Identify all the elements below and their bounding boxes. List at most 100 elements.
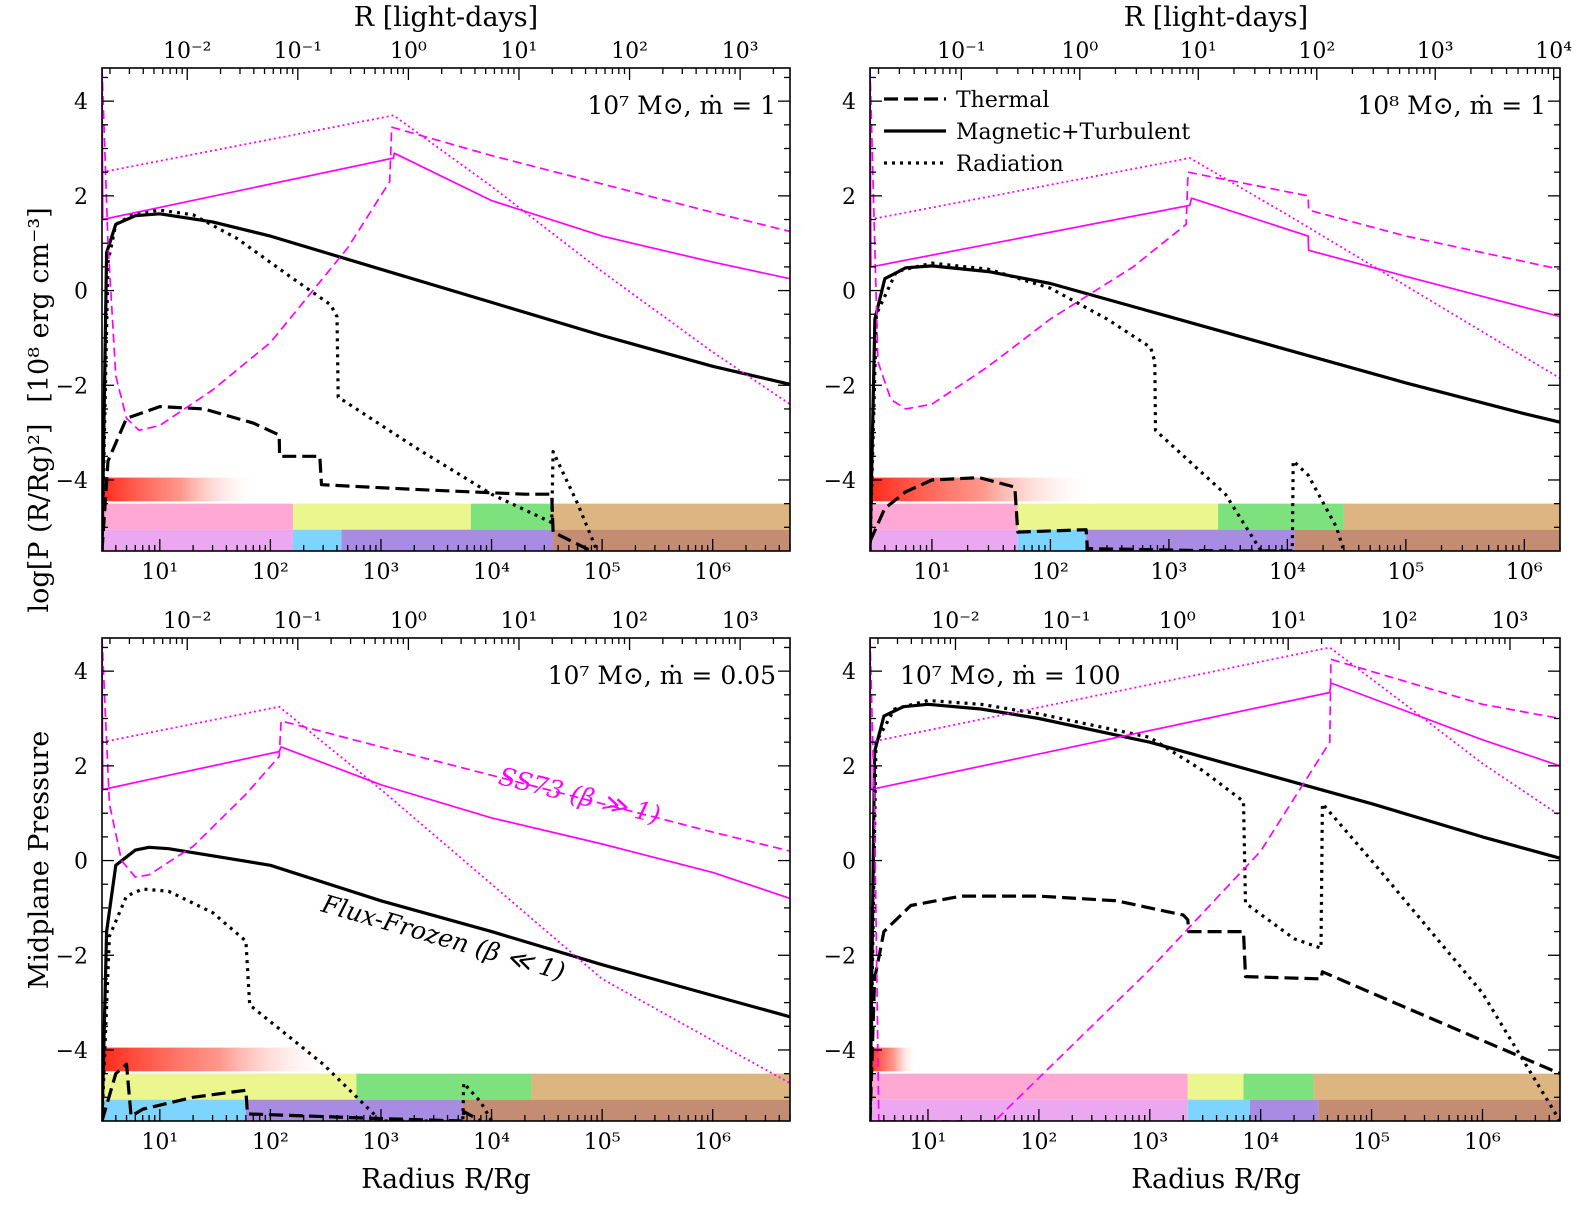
plot-frame <box>101 67 791 552</box>
panel-title: 10⁷ M⊙, ṁ = 100 <box>900 661 1120 690</box>
ss73-magnetic-turbulent-line <box>102 68 790 280</box>
top-xlabel-left: R [light-days] <box>354 2 538 33</box>
panel-title: 10⁸ M⊙, ṁ = 1 <box>1357 91 1546 120</box>
top-tick-label: 10¹ <box>1270 609 1307 634</box>
y-tick-label: −4 <box>56 469 88 494</box>
x-axis-ticks: 10¹ 10² 10³ 10⁴ 10⁵ 10⁶ <box>869 539 1561 585</box>
ss73-thermal-line <box>870 68 1560 410</box>
zone-band <box>1294 529 1560 551</box>
y-tick-label: 0 <box>74 280 88 305</box>
x-tick-label: 10⁵ <box>584 1130 621 1155</box>
top-tick-label: 10⁻² <box>163 609 211 634</box>
y-tick-label: −4 <box>824 1039 856 1064</box>
fluxfrozen-magnetic-turbulent-line <box>870 702 1560 1121</box>
zone-band <box>870 1047 918 1072</box>
xlabel-left: Radius R/Rg <box>361 1164 531 1195</box>
y-tick-label: 2 <box>74 755 88 780</box>
zone-band <box>292 503 471 530</box>
top-tick-label: 10⁻¹ <box>274 609 322 634</box>
x-tick-label: 10² <box>1020 1130 1057 1155</box>
top-tick-label: 10⁰ <box>390 39 427 64</box>
x-tick-label: 10⁴ <box>1242 1130 1279 1155</box>
x-tick-label: 10² <box>252 560 289 585</box>
ss73-radiation-line <box>102 114 790 405</box>
zone-band <box>1187 1099 1250 1121</box>
y-tick-label: 2 <box>842 185 856 210</box>
zone-band <box>102 477 260 502</box>
zone-band <box>102 1099 246 1121</box>
x-tick-label: 10¹ <box>141 1130 178 1155</box>
zone-band <box>470 503 552 530</box>
fluxfrozen-thermal-line <box>102 1062 482 1121</box>
top-tick-label: 10¹ <box>501 609 538 634</box>
y-tick-label: −4 <box>824 469 856 494</box>
panel-top-right: 10¹ 10² 10³ 10⁴ 10⁵ 10⁶ 10⁻¹ 10⁰ 10¹ 10² 10³ 10⁴ 4 2 0… <box>824 39 1573 585</box>
ss73-thermal-line <box>102 68 790 432</box>
series-lines <box>870 68 1560 551</box>
zone-band <box>1017 503 1219 530</box>
zone-band <box>1318 1099 1560 1121</box>
x-tick-label: 10² <box>1032 560 1069 585</box>
zone-band <box>870 529 1018 551</box>
legend-label-radiation: Radiation <box>956 152 1064 177</box>
zone-band <box>1187 1073 1244 1100</box>
fluxfrozen-thermal-line <box>102 405 593 551</box>
top-tick-label: 10² <box>611 609 648 634</box>
x-tick-label: 10⁶ <box>1506 560 1543 585</box>
y-tick-label: −4 <box>56 1039 88 1064</box>
top-axis-ticks: 10⁻² 10⁻¹ 10⁰ 10¹ 10² 10³ <box>877 609 1545 650</box>
x-tick-label: 10⁴ <box>1269 560 1306 585</box>
zone-band <box>102 503 293 530</box>
legend-label-magnetic: Magnetic+Turbulent <box>956 120 1190 145</box>
zone-band <box>1086 529 1295 551</box>
ss73-magnetic-turbulent-line <box>870 68 1560 318</box>
zone-band <box>1313 1073 1560 1100</box>
top-tick-label: 10⁻¹ <box>937 39 985 64</box>
top-tick-label: 10⁻¹ <box>1042 609 1090 634</box>
ss73-thermal-line <box>870 638 1560 1121</box>
fluxfrozen-thermal-line <box>870 894 1560 1121</box>
x-tick-label: 10⁵ <box>1353 1130 1390 1155</box>
x-tick-label: 10³ <box>363 1130 400 1155</box>
x-tick-label: 10³ <box>1150 560 1187 585</box>
zone-bands <box>102 477 790 551</box>
x-axis-ticks: 10¹ 10² 10³ 10⁴ 10⁵ 10⁶ <box>101 539 791 585</box>
x-tick-label: 10⁶ <box>694 1130 731 1155</box>
top-axis-ticks: 10⁻² 10⁻¹ 10⁰ 10¹ 10² 10³ <box>109 609 775 650</box>
zone-band <box>1017 529 1087 551</box>
x-axis-ticks: 10¹ 10² 10³ 10⁴ 10⁵ 10⁶ <box>101 1109 791 1155</box>
zone-band <box>462 1099 790 1121</box>
fluxfrozen-magnetic-turbulent-line <box>102 845 790 1121</box>
zone-bands <box>102 1047 790 1121</box>
zone-band <box>870 503 1018 530</box>
ylabel-unit: [10⁸ erg cm⁻³] <box>24 207 55 402</box>
y-tick-label: −2 <box>824 374 856 399</box>
zone-band <box>102 529 293 551</box>
x-tick-label: 10¹ <box>910 1130 947 1155</box>
y-tick-label: 4 <box>74 90 88 115</box>
x-tick-label: 10⁶ <box>1464 1130 1501 1155</box>
top-tick-label: 10⁻² <box>931 609 979 634</box>
top-tick-label: 10¹ <box>1180 39 1217 64</box>
top-tick-label: 10⁻² <box>163 39 211 64</box>
y-axis-ticks: 4 2 0 −2 −4 <box>824 76 1560 528</box>
legend: Thermal Magnetic+Turbulent Radiation <box>884 88 1190 177</box>
y-axis-ticks: 4 2 0 −2 −4 <box>824 646 1560 1098</box>
x-tick-label: 10⁵ <box>584 560 621 585</box>
x-tick-label: 10⁵ <box>1387 560 1424 585</box>
panel-bottom-right: 10¹ 10² 10³ 10⁴ 10⁵ 10⁶ 10⁻² 10⁻¹ 10⁰ 10¹ 10² 10³ 4 2… <box>824 609 1561 1155</box>
top-tick-label: 10⁴ <box>1535 39 1572 64</box>
ylabel-expression: log[P (R/Rg)²] <box>24 424 55 613</box>
xlabel-right: Radius R/Rg <box>1131 1164 1301 1195</box>
zone-band <box>341 529 554 551</box>
x-tick-label: 10³ <box>363 560 400 585</box>
x-tick-label: 10⁴ <box>473 560 510 585</box>
y-tick-label: 2 <box>74 185 88 210</box>
y-tick-label: −2 <box>56 374 88 399</box>
x-tick-label: 10¹ <box>914 560 951 585</box>
y-tick-label: −2 <box>824 944 856 969</box>
panel-title: 10⁷ M⊙, ṁ = 1 <box>587 91 776 120</box>
top-xlabel-right: R [light-days] <box>1124 2 1308 33</box>
zone-band <box>292 529 342 551</box>
zone-bands <box>870 477 1560 551</box>
